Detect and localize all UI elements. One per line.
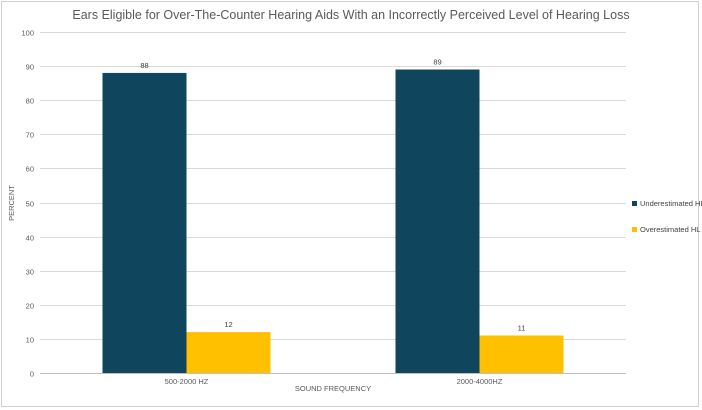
bar-overestimated xyxy=(479,335,564,373)
y-tick-label: 70 xyxy=(26,130,34,139)
legend-label: Underestimated HL xyxy=(640,199,702,208)
y-tick-label: 10 xyxy=(26,335,34,344)
x-tick-label: 500-2000 HZ xyxy=(165,377,209,386)
data-label: 89 xyxy=(433,58,441,67)
bar-underestimated xyxy=(395,69,480,373)
data-label: 11 xyxy=(518,323,526,332)
x-axis-title: SOUND FREQUENCY xyxy=(295,384,371,393)
y-tick-label: 80 xyxy=(26,96,34,105)
legend-swatch xyxy=(632,227,637,232)
y-tick-label: 50 xyxy=(26,199,34,208)
data-label: 88 xyxy=(140,61,148,70)
chart-title: Ears Eligible for Over-The-Counter Heari… xyxy=(72,8,629,22)
y-axis-title: PERCENT xyxy=(7,185,16,221)
x-tick-label: 2000-4000HZ xyxy=(457,377,503,386)
bar-overestimated xyxy=(186,332,271,373)
legend-label: Overestimated HL xyxy=(640,225,700,234)
y-tick-label: 30 xyxy=(26,267,34,276)
data-labels: 88 12 89 11 xyxy=(140,58,525,333)
legend-item: Underestimated HL xyxy=(632,199,702,208)
y-axis-ticks: 0 10 20 30 40 50 60 70 80 90 100 xyxy=(21,28,34,378)
data-label: 12 xyxy=(224,320,232,329)
x-axis-ticks: 500-2000 HZ 2000-4000HZ xyxy=(165,377,503,386)
legend: Underestimated HL Overestimated HL xyxy=(632,199,702,234)
y-tick-label: 60 xyxy=(26,164,34,173)
y-tick-label: 0 xyxy=(30,369,34,378)
legend-swatch xyxy=(632,201,637,206)
bars xyxy=(102,69,564,374)
y-tick-label: 20 xyxy=(26,301,34,310)
y-tick-label: 90 xyxy=(26,62,34,71)
bar-underestimated xyxy=(102,72,187,374)
y-tick-label: 100 xyxy=(21,28,34,37)
y-tick-label: 40 xyxy=(26,233,34,242)
legend-item: Overestimated HL xyxy=(632,225,700,234)
